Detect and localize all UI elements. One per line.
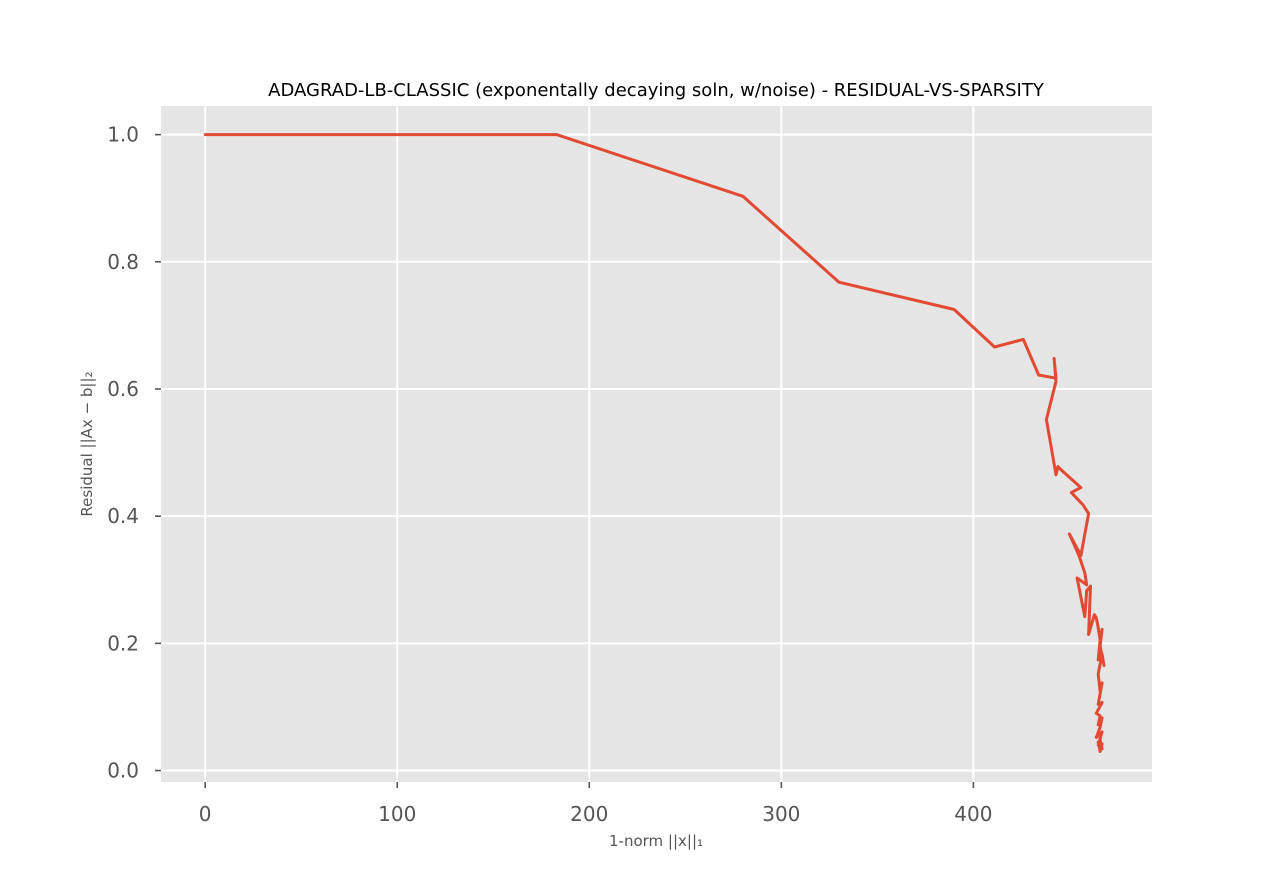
x-tick-label: 0 [199, 802, 212, 826]
x-axis-label: 1-norm ||x||₁ [609, 832, 703, 850]
x-tick-label: 400 [954, 802, 992, 826]
y-tick-label: 0.2 [107, 631, 139, 655]
y-tick-label: 1.0 [107, 123, 139, 147]
plot-background [161, 106, 1152, 782]
x-tick-label: 200 [570, 802, 608, 826]
chart-title: ADAGRAD-LB-CLASSIC (exponentally decayin… [268, 80, 1045, 101]
series-line [203, 133, 1106, 753]
x-tick-label: 300 [762, 802, 800, 826]
series-group [203, 133, 1106, 753]
y-axis-label: Residual ||Ax − b||₂ [78, 371, 96, 516]
axis-ticks [155, 133, 975, 788]
y-tick-label: 0.6 [107, 377, 139, 401]
y-tick-label: 0.0 [107, 759, 139, 783]
x-tick-labels: 0 100 200 300 400 [199, 802, 993, 826]
y-tick-labels: 0.0 0.2 0.4 0.6 0.8 1.0 [107, 123, 139, 783]
y-tick-label: 0.4 [107, 504, 139, 528]
y-tick-label: 0.8 [107, 250, 139, 274]
x-tick-label: 100 [378, 802, 416, 826]
